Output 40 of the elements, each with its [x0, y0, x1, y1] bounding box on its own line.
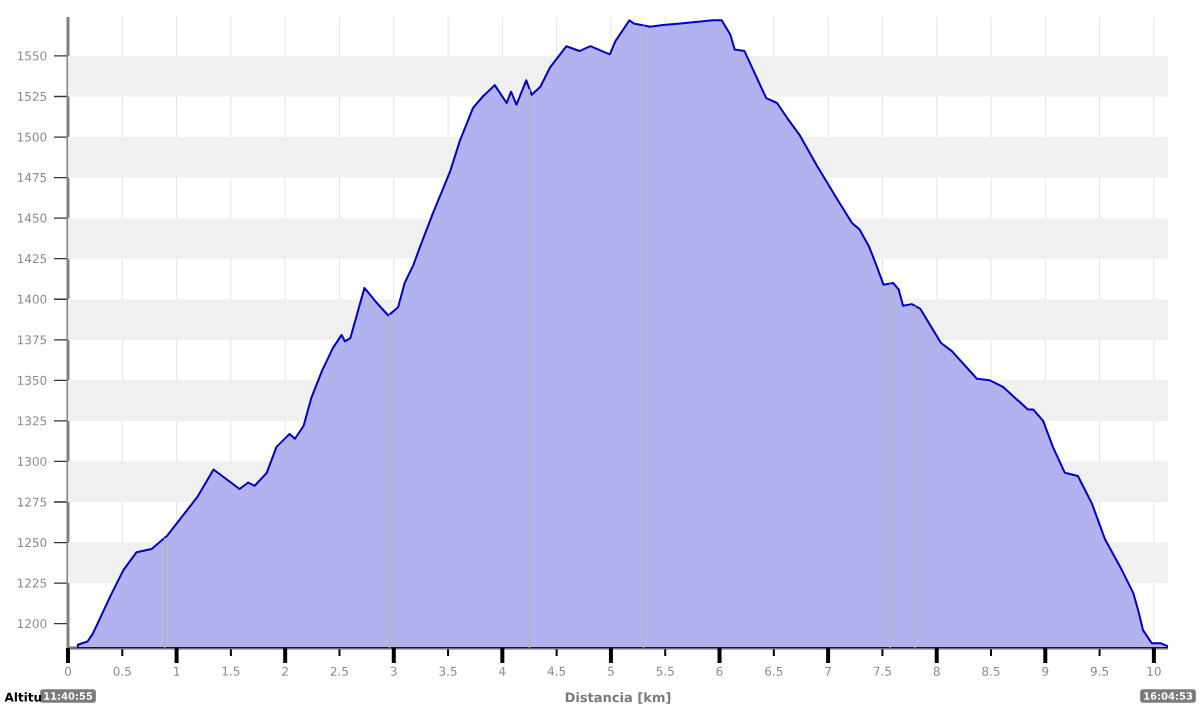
y-tick-label: 1550: [17, 51, 47, 61]
x-tick-label: 3: [390, 666, 397, 676]
x-tick-label: 3.5: [439, 666, 457, 676]
y-tick-label: 1525: [17, 91, 47, 102]
x-tick-label: 2.5: [330, 666, 348, 676]
y-tick-label: 1425: [17, 254, 47, 264]
y-tick-label: 1200: [17, 619, 47, 629]
y-tick-label: 1275: [17, 497, 47, 507]
x-tick-label: 7.5: [873, 666, 891, 676]
x-tick-label: 4.5: [547, 666, 566, 676]
text: 16:04:53: [1144, 692, 1193, 700]
y-tick-label: 1325: [17, 416, 47, 426]
x-tick-label: 6: [716, 666, 723, 676]
y-tick-label: 1225: [17, 578, 47, 588]
x-axis-title: Distancia [km]: [565, 692, 671, 704]
x-tick-label: 9: [1042, 666, 1049, 676]
x-tick-label: 10: [1147, 666, 1161, 676]
y-tick-label: 1450: [17, 213, 47, 223]
x-tick-label: 2: [282, 666, 288, 676]
x-tick-label: 8.5: [982, 666, 1000, 676]
y-tick-label: 1300: [17, 456, 47, 466]
x-tick-label: 0: [64, 666, 72, 676]
text: 11:40:55: [44, 692, 93, 700]
x-tick-label: 9.5: [1090, 666, 1109, 676]
y-tick-label: 1500: [17, 132, 47, 142]
x-tick-label: 4: [499, 666, 506, 676]
y-tick-label: 1375: [17, 335, 47, 345]
y-axis-title: Altitu: [4, 692, 42, 702]
x-tick-label: 5.5: [656, 666, 674, 676]
x-tick-label: 1: [174, 666, 180, 676]
x-tick-label: 7: [825, 666, 831, 676]
x-tick-label: 6.5: [765, 666, 783, 676]
x-tick-label: 1.5: [222, 666, 240, 676]
y-tick-label: 1350: [17, 375, 47, 385]
x-tick-label: 0.5: [113, 666, 131, 676]
x-tick-label: 5: [608, 666, 614, 676]
y-tick-label: 1400: [17, 294, 47, 304]
y-tick-label: 1250: [17, 538, 47, 548]
y-tick-label: 1475: [17, 173, 47, 183]
x-tick-label: 8: [933, 666, 940, 676]
